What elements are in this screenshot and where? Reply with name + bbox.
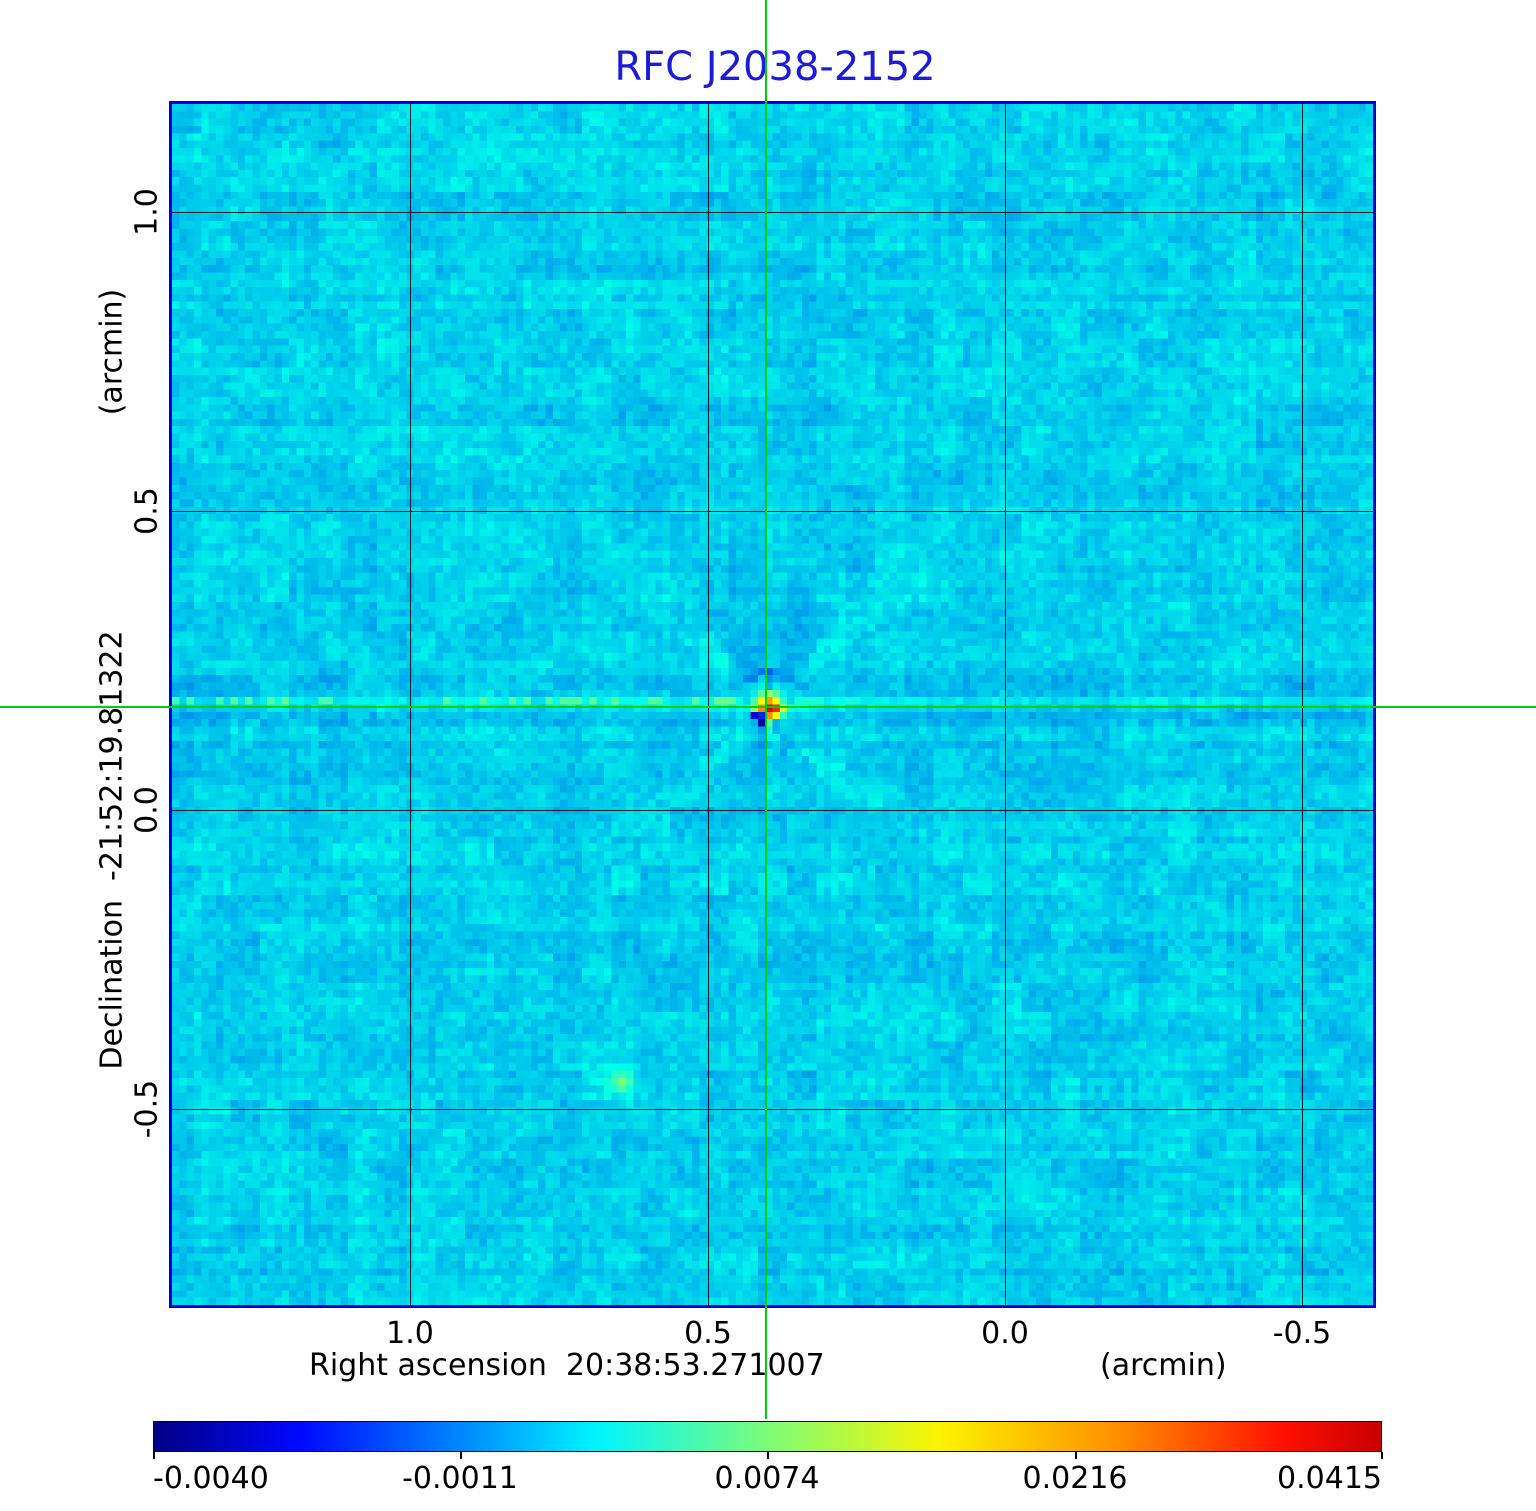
x-tick-label--0.5: -0.5	[1272, 1316, 1332, 1351]
plot-title: RFC J2038-2152	[614, 44, 936, 90]
y-tick-label-0.0: 0.0	[129, 786, 165, 834]
grid-line-x--0.5	[1302, 104, 1303, 1305]
y-tick-label-1.0: 1.0	[129, 188, 165, 236]
colorbar-tick-5	[1381, 1452, 1383, 1459]
grid-line-x-0.0	[1005, 104, 1006, 1305]
colorbar-label-2: -0.0011	[402, 1461, 518, 1496]
crosshair-vertical-line	[765, 0, 767, 1419]
x-tick-label-0.5: 0.5	[684, 1316, 732, 1351]
y-tick-label-0.5: 0.5	[129, 487, 165, 535]
y-axis-title: Declination -21:52:19.81322	[94, 630, 130, 1070]
y-axis-unit: (arcmin)	[94, 288, 130, 416]
grid-line-x-1.0	[410, 104, 411, 1305]
image-plot-area	[169, 101, 1376, 1308]
colorbar-tick-2	[460, 1452, 462, 1459]
x-tick-label-1.0: 1.0	[386, 1316, 434, 1351]
colorbar-tick-3	[767, 1452, 769, 1459]
colorbar-label-3: 0.0074	[714, 1461, 820, 1496]
grid-line-x-0.5	[708, 104, 709, 1305]
y-tick-label--0.5: -0.5	[129, 1079, 165, 1139]
x-axis-title: Right ascension 20:38:53.271007	[309, 1348, 825, 1383]
x-axis-unit: (arcmin)	[1100, 1348, 1227, 1383]
sky-image-canvas	[172, 104, 1373, 1305]
grid-line-y-0.5	[172, 511, 1373, 512]
grid-line-y--0.5	[172, 1109, 1373, 1110]
colorbar-tick-1	[153, 1452, 155, 1459]
x-tick-label-0.0: 0.0	[981, 1316, 1029, 1351]
colorbar-gradient	[153, 1421, 1382, 1452]
crosshair-horizontal-line	[0, 706, 1536, 708]
grid-line-y-1.0	[172, 212, 1373, 213]
colorbar-tick-4	[1075, 1452, 1077, 1459]
colorbar-label-4: 0.0216	[1022, 1461, 1128, 1496]
grid-line-y-0.0	[172, 810, 1373, 811]
colorbar-label-5: 0.0415	[1277, 1461, 1382, 1496]
colorbar-label-1: -0.0040	[153, 1461, 269, 1496]
